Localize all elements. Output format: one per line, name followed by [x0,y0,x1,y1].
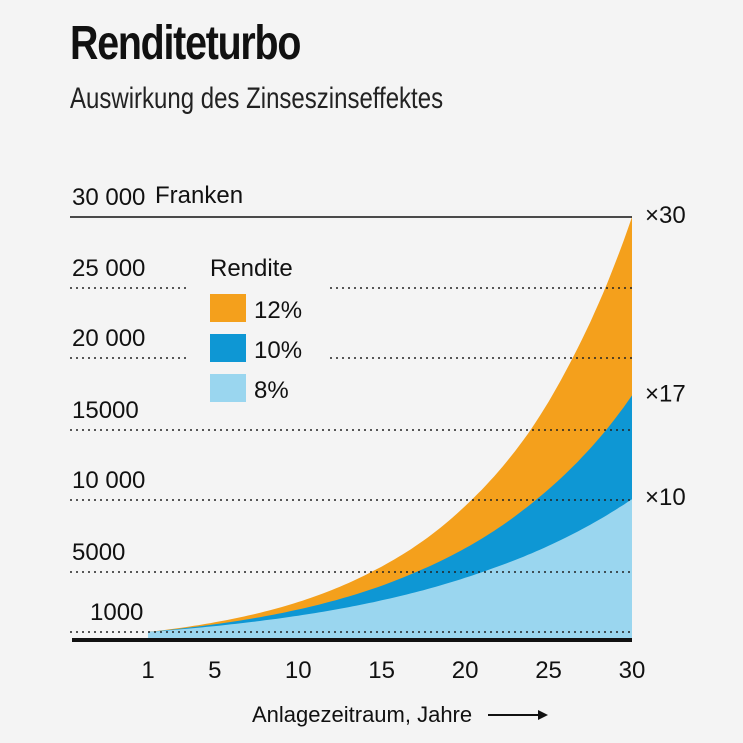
y-tick-label: 30 000 [72,184,145,211]
y-unit-label: Franken [155,182,243,209]
end-label-12pct: ×30 [645,202,686,229]
legend-title: Rendite [210,255,293,282]
legend-swatch-8pct [210,374,246,402]
y-tick-label: 5000 [72,539,125,566]
y-tick-label: 10 000 [72,467,145,494]
chart-subtitle: Auswirkung des Zinseszinseffektes [70,82,444,115]
legend-swatch-12pct [210,294,246,322]
x-axis-title-group: Anlagezeitraum, Jahre [252,702,548,727]
area-series-group [148,217,632,640]
y-tick-label: 1000 [90,599,143,626]
chart-title: Renditeturbo [70,17,301,70]
x-axis-title: Anlagezeitraum, Jahre [252,702,472,727]
end-multiplier-labels: ×30 ×17 ×10 [645,202,686,511]
x-tick-label: 30 [619,657,646,684]
end-label-8pct: ×10 [645,484,686,511]
y-tick-label: 20 000 [72,325,145,352]
x-tick-label: 25 [535,657,562,684]
x-tick-label: 20 [452,657,479,684]
x-tick-label: 1 [141,657,154,684]
legend-label-10pct: 10% [254,337,302,364]
area-8pct [148,499,632,640]
gridlines [70,216,632,633]
x-tick-label: 15 [368,657,395,684]
legend-swatch-10pct [210,334,246,362]
x-axis: 1 5 10 15 20 25 30 [141,657,645,684]
x-axis-arrow-head [538,710,548,720]
legend-label-12pct: 12% [254,297,302,324]
y-tick-label: 15000 [72,397,139,424]
legend-label-8pct: 8% [254,377,289,404]
y-axis: 1000 5000 10 000 15000 20 000 25 000 30 000 [72,184,145,626]
x-tick-label: 5 [208,657,221,684]
end-label-10pct: ×17 [645,380,686,407]
legend: Rendite 12% 10% 8% [210,255,302,404]
x-tick-label: 10 [285,657,312,684]
y-tick-label: 25 000 [72,255,145,282]
